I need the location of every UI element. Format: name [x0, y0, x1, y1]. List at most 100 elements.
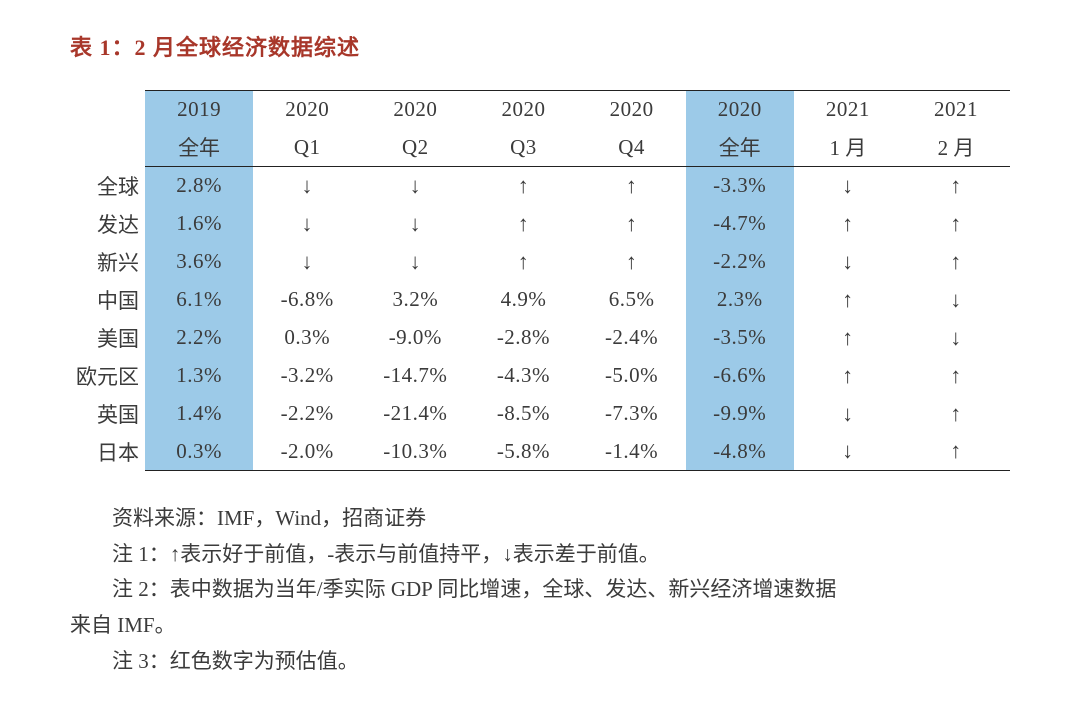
cell: ↓ — [794, 433, 902, 471]
cell: ↑ — [469, 243, 577, 281]
row-label: 新兴 — [70, 243, 145, 281]
cell: ↑ — [794, 357, 902, 395]
table-row: 发达1.6%↓↓↑↑-4.7%↑↑ — [70, 205, 1010, 243]
data-table-wrap: 2019 2020 2020 2020 2020 2020 2021 2021 … — [70, 90, 1010, 471]
cell: -9.9% — [686, 395, 794, 433]
cell: -2.2% — [253, 395, 361, 433]
cell: 3.2% — [361, 281, 469, 319]
cell: 0.3% — [253, 319, 361, 357]
row-label: 欧元区 — [70, 357, 145, 395]
cell: ↑ — [469, 167, 577, 205]
row-label: 美国 — [70, 319, 145, 357]
cell: -8.5% — [469, 395, 577, 433]
notes-block: 资料来源：IMF，Wind，招商证券 注 1：↑表示好于前值，-表示与前值持平，… — [70, 501, 1010, 679]
cell: ↓ — [253, 243, 361, 281]
cell: -4.3% — [469, 357, 577, 395]
cell: 6.1% — [145, 281, 253, 319]
col-h2-4: Q4 — [578, 129, 686, 167]
col-h2-7: 2 月 — [902, 129, 1010, 167]
cell: ↑ — [794, 281, 902, 319]
cell: ↓ — [902, 319, 1010, 357]
cell: -6.6% — [686, 357, 794, 395]
cell: ↓ — [253, 205, 361, 243]
cell: -9.0% — [361, 319, 469, 357]
cell: ↑ — [902, 243, 1010, 281]
col-h1-3: 2020 — [469, 91, 577, 129]
header-blank-2 — [70, 129, 145, 167]
note-2a: 注 2：表中数据为当年/季实际 GDP 同比增速，全球、发达、新兴经济增速数据 — [70, 572, 1010, 608]
cell: -2.4% — [578, 319, 686, 357]
col-h1-0: 2019 — [145, 91, 253, 129]
cell: ↑ — [794, 205, 902, 243]
col-h2-5: 全年 — [686, 129, 794, 167]
col-h1-7: 2021 — [902, 91, 1010, 129]
cell: -3.5% — [686, 319, 794, 357]
data-table: 2019 2020 2020 2020 2020 2020 2021 2021 … — [70, 90, 1010, 471]
cell: ↑ — [578, 205, 686, 243]
table-row: 英国1.4%-2.2%-21.4%-8.5%-7.3%-9.9%↓↑ — [70, 395, 1010, 433]
table-title: 表 1：2 月全球经济数据综述 — [70, 30, 1010, 62]
cell: ↓ — [902, 281, 1010, 319]
table-row: 新兴3.6%↓↓↑↑-2.2%↓↑ — [70, 243, 1010, 281]
cell: -3.2% — [253, 357, 361, 395]
cell: ↑ — [578, 167, 686, 205]
cell: 3.6% — [145, 243, 253, 281]
cell: 0.3% — [145, 433, 253, 471]
cell: -5.0% — [578, 357, 686, 395]
table-row: 中国6.1%-6.8%3.2%4.9%6.5%2.3%↑↓ — [70, 281, 1010, 319]
table-body: 全球2.8%↓↓↑↑-3.3%↓↑发达1.6%↓↓↑↑-4.7%↑↑新兴3.6%… — [70, 167, 1010, 471]
col-h1-6: 2021 — [794, 91, 902, 129]
cell: 2.2% — [145, 319, 253, 357]
cell: 6.5% — [578, 281, 686, 319]
cell: -6.8% — [253, 281, 361, 319]
cell: -5.8% — [469, 433, 577, 471]
cell: -2.8% — [469, 319, 577, 357]
header-blank — [70, 91, 145, 129]
note-2b: 来自 IMF。 — [70, 608, 1010, 644]
cell: ↓ — [794, 395, 902, 433]
header-row-2: 全年 Q1 Q2 Q3 Q4 全年 1 月 2 月 — [70, 129, 1010, 167]
table-row: 美国2.2%0.3%-9.0%-2.8%-2.4%-3.5%↑↓ — [70, 319, 1010, 357]
col-h2-3: Q3 — [469, 129, 577, 167]
cell: ↓ — [361, 243, 469, 281]
col-h1-4: 2020 — [578, 91, 686, 129]
cell: 1.6% — [145, 205, 253, 243]
cell: -10.3% — [361, 433, 469, 471]
cell: ↑ — [902, 433, 1010, 471]
cell: ↑ — [794, 319, 902, 357]
cell: ↑ — [902, 205, 1010, 243]
cell: -4.7% — [686, 205, 794, 243]
note-source: 资料来源：IMF，Wind，招商证券 — [70, 501, 1010, 537]
row-label: 全球 — [70, 167, 145, 205]
table-row: 欧元区1.3%-3.2%-14.7%-4.3%-5.0%-6.6%↑↑ — [70, 357, 1010, 395]
col-h1-5: 2020 — [686, 91, 794, 129]
header-row-1: 2019 2020 2020 2020 2020 2020 2021 2021 — [70, 91, 1010, 129]
cell: -3.3% — [686, 167, 794, 205]
cell: -2.0% — [253, 433, 361, 471]
cell: 2.8% — [145, 167, 253, 205]
col-h2-2: Q2 — [361, 129, 469, 167]
col-h1-2: 2020 — [361, 91, 469, 129]
cell: ↓ — [794, 243, 902, 281]
cell: -4.8% — [686, 433, 794, 471]
note-1: 注 1：↑表示好于前值，-表示与前值持平，↓表示差于前值。 — [70, 537, 1010, 573]
table-row: 全球2.8%↓↓↑↑-3.3%↓↑ — [70, 167, 1010, 205]
cell: ↑ — [902, 167, 1010, 205]
col-h2-0: 全年 — [145, 129, 253, 167]
cell: -1.4% — [578, 433, 686, 471]
row-label: 中国 — [70, 281, 145, 319]
row-label: 英国 — [70, 395, 145, 433]
cell: -7.3% — [578, 395, 686, 433]
cell: 2.3% — [686, 281, 794, 319]
note-3: 注 3：红色数字为预估值。 — [70, 644, 1010, 680]
col-h2-6: 1 月 — [794, 129, 902, 167]
cell: -21.4% — [361, 395, 469, 433]
cell: -14.7% — [361, 357, 469, 395]
cell: ↑ — [469, 205, 577, 243]
cell: ↓ — [253, 167, 361, 205]
col-h2-1: Q1 — [253, 129, 361, 167]
cell: ↓ — [361, 167, 469, 205]
cell: -2.2% — [686, 243, 794, 281]
cell: 4.9% — [469, 281, 577, 319]
cell: ↑ — [902, 357, 1010, 395]
